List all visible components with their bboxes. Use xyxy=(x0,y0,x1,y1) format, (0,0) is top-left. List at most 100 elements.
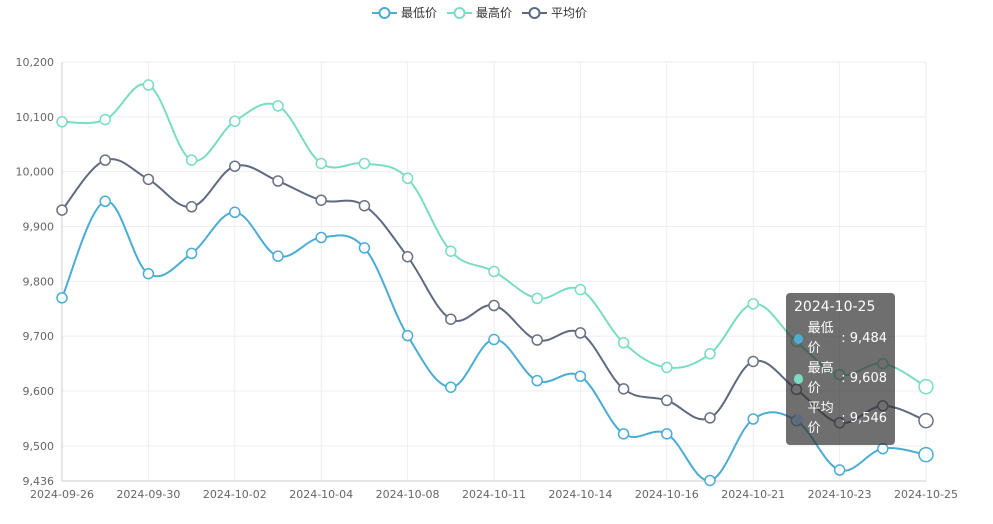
legend-item-avg[interactable]: 平均价 xyxy=(522,4,587,21)
series-dot-icon xyxy=(794,414,803,424)
legend-label: 平均价 xyxy=(551,6,588,20)
data-point xyxy=(531,292,543,305)
x-tick-label: 2024-10-21 xyxy=(721,488,785,501)
y-axis-tick-labels: 9,436 9,500 9,600 9,700 9,800 9,900 10,000 10,1… xyxy=(16,56,55,488)
data-point xyxy=(574,327,587,339)
data-point xyxy=(142,79,155,91)
data-point xyxy=(272,100,284,112)
legend-item-low[interactable]: 最低价 xyxy=(372,4,437,21)
data-point xyxy=(358,199,371,212)
series-points xyxy=(56,79,934,487)
data-point xyxy=(833,464,846,476)
data-point xyxy=(315,231,327,244)
y-tick-label: 9,900 xyxy=(23,221,55,234)
series-dot-icon xyxy=(794,374,803,384)
tooltip-series-value: 9,484 xyxy=(849,331,887,346)
data-point xyxy=(358,157,371,170)
data-point xyxy=(445,313,457,325)
tooltip-series-name: 平均价 xyxy=(807,401,834,436)
data-point xyxy=(56,204,68,216)
tooltip: 2024-10-25 最低价: 9,484 最高价: 9,608 平均价: 9,… xyxy=(786,293,895,445)
data-point xyxy=(661,394,673,407)
data-point xyxy=(99,154,111,166)
y-tick-label: 9,700 xyxy=(23,330,55,343)
legend-label: 最高价 xyxy=(476,6,513,20)
data-point xyxy=(229,115,241,127)
data-point xyxy=(142,173,155,186)
axes xyxy=(61,62,926,482)
legend-line-icon xyxy=(522,6,548,19)
legend: 最低价 最高价 平均价 xyxy=(372,4,587,21)
data-point xyxy=(747,298,759,310)
data-point xyxy=(704,412,716,424)
data-point xyxy=(142,267,155,280)
data-point xyxy=(185,201,198,213)
data-point xyxy=(531,334,543,346)
legend-label: 最低价 xyxy=(401,6,438,20)
x-tick-label: 2024-10-11 xyxy=(462,488,526,501)
y-tick-label: 9,800 xyxy=(23,275,55,288)
data-point xyxy=(531,374,543,387)
data-point xyxy=(704,474,716,487)
y-tick-label: 9,436 xyxy=(23,475,55,488)
y-tick-label: 10,100 xyxy=(16,111,55,124)
data-point xyxy=(445,245,457,257)
tooltip-row: 最高价: 9,608 xyxy=(794,359,887,399)
tooltip-series-name: 最高价 xyxy=(807,361,834,396)
x-tick-label: 2024-09-26 xyxy=(30,488,94,501)
data-point xyxy=(617,337,630,349)
legend-line-icon xyxy=(447,6,473,19)
y-tick-label: 10,000 xyxy=(16,166,55,179)
x-tick-label: 2024-10-04 xyxy=(289,488,353,501)
data-point xyxy=(918,446,934,463)
data-point xyxy=(401,250,414,263)
data-point xyxy=(445,381,457,393)
x-axis-tick-labels: 2024-09-26 2024-09-30 2024-10-02 2024-10-04… xyxy=(30,488,958,501)
tooltip-series-name: 最低价 xyxy=(807,321,834,356)
data-point xyxy=(185,247,198,260)
data-point xyxy=(661,428,673,440)
x-tick-label: 2024-10-02 xyxy=(203,488,267,501)
y-tick-label: 10,200 xyxy=(16,56,55,69)
tooltip-series-value: 9,546 xyxy=(849,411,887,426)
legend-line-icon xyxy=(372,6,397,19)
data-point xyxy=(617,428,630,440)
tooltip-title: 2024-10-25 xyxy=(794,299,876,315)
data-point xyxy=(574,283,587,296)
data-point xyxy=(185,154,198,166)
data-point xyxy=(747,413,759,425)
y-tick-label: 9,600 xyxy=(23,385,55,398)
x-tick-label: 2024-10-23 xyxy=(808,488,872,501)
tooltip-row: 平均价: 9,546 xyxy=(794,399,887,439)
data-point xyxy=(272,175,284,187)
data-point xyxy=(401,329,414,342)
data-point xyxy=(401,172,414,185)
data-point xyxy=(358,242,371,254)
series-dot-icon xyxy=(794,334,803,344)
data-point xyxy=(488,265,500,278)
data-point xyxy=(272,250,284,262)
data-point xyxy=(877,442,889,455)
x-tick-label: 2024-10-08 xyxy=(376,488,440,501)
data-point xyxy=(315,157,327,170)
x-tick-label: 2024-10-16 xyxy=(635,488,699,501)
data-point xyxy=(56,292,68,304)
data-point xyxy=(488,333,500,346)
tooltip-row: 最低价: 9,484 xyxy=(794,319,887,359)
data-point xyxy=(918,378,934,395)
data-point xyxy=(574,370,587,382)
data-point xyxy=(56,116,68,128)
data-point xyxy=(661,361,673,374)
tooltip-series-value: 9,608 xyxy=(849,371,887,386)
legend-item-high[interactable]: 最高价 xyxy=(447,4,512,21)
x-tick-label: 2024-10-25 xyxy=(894,488,958,501)
data-point xyxy=(229,160,241,172)
x-tick-label: 2024-09-30 xyxy=(116,488,180,501)
data-point xyxy=(617,383,630,395)
y-tick-label: 9,500 xyxy=(23,440,55,453)
data-point xyxy=(99,195,111,208)
data-point xyxy=(99,113,111,126)
x-tick-label: 2024-10-14 xyxy=(548,488,612,501)
data-point xyxy=(488,299,500,312)
